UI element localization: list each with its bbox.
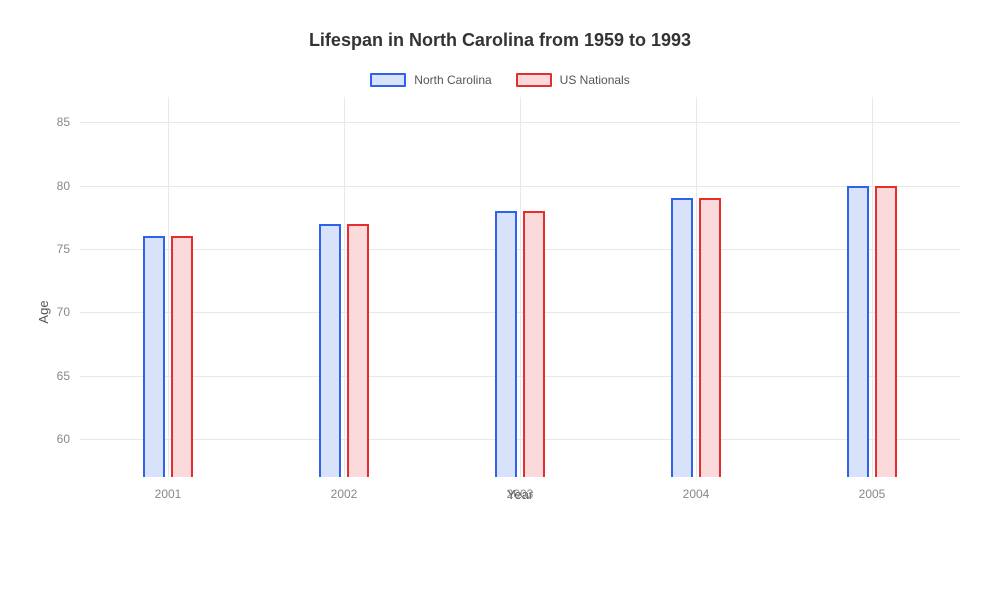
bar [143,236,165,477]
bar-group [319,224,369,477]
plot-area: 60657075808520012002200320042005 [80,97,960,477]
bar [347,224,369,477]
bar [319,224,341,477]
y-tick-label: 70 [57,305,70,319]
bar [699,198,721,477]
legend-item-us: US Nationals [516,73,630,87]
y-tick-label: 65 [57,369,70,383]
y-tick-label: 85 [57,115,70,129]
bar [171,236,193,477]
bar-group [143,236,193,477]
x-tick-label: 2002 [331,487,358,501]
y-tick-label: 60 [57,432,70,446]
bar-group [495,211,545,477]
x-tick-label: 2001 [155,487,182,501]
bar [875,186,897,477]
y-tick-label: 80 [57,179,70,193]
bar [495,211,517,477]
y-axis-title: Age [36,300,51,323]
plot-wrap: Age 60657075808520012002200320042005 Yea… [80,97,960,527]
legend-label-nc: North Carolina [414,73,491,87]
chart-title: Lifespan in North Carolina from 1959 to … [20,30,980,51]
legend-item-nc: North Carolina [370,73,491,87]
bar [847,186,869,477]
legend-label-us: US Nationals [560,73,630,87]
legend: North Carolina US Nationals [20,73,980,87]
x-tick-label: 2005 [859,487,886,501]
chart-container: Lifespan in North Carolina from 1959 to … [0,0,1000,600]
x-tick-label: 2004 [683,487,710,501]
legend-swatch-nc [370,73,406,87]
legend-swatch-us [516,73,552,87]
y-tick-label: 75 [57,242,70,256]
x-tick-label: 2003 [507,487,534,501]
bar [523,211,545,477]
bar-group [847,186,897,477]
bar [671,198,693,477]
bar-group [671,198,721,477]
